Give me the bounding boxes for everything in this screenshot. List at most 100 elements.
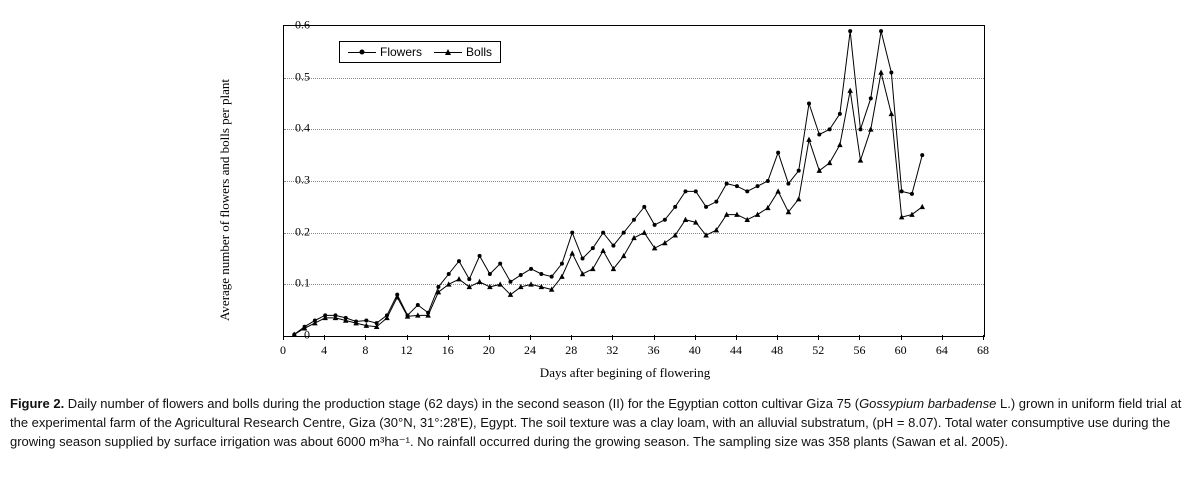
marker-circle (601, 231, 605, 235)
marker-triangle (467, 284, 473, 289)
marker-circle (498, 262, 502, 266)
xtick-label: 32 (606, 343, 618, 358)
legend-item-bolls: Bolls (434, 45, 492, 59)
marker-circle (869, 96, 873, 100)
marker-circle (694, 189, 698, 193)
marker-triangle (744, 217, 750, 222)
caption-species: Gossypium barbadense (859, 396, 996, 411)
marker-triangle (878, 70, 884, 75)
marker-triangle (806, 137, 812, 142)
marker-circle (622, 231, 626, 235)
marker-triangle (683, 217, 689, 222)
marker-circle (416, 303, 420, 307)
marker-circle (488, 272, 492, 276)
y-axis-label: Average number of flowers and bolls per … (217, 79, 233, 321)
marker-circle (539, 272, 543, 276)
marker-triangle (580, 271, 586, 276)
marker-circle (508, 280, 512, 284)
marker-circle (611, 244, 615, 248)
marker-circle (673, 205, 677, 209)
marker-triangle (642, 230, 648, 235)
legend-label-bolls: Bolls (466, 45, 492, 59)
marker-circle (478, 254, 482, 258)
xtick-label: 16 (442, 343, 454, 358)
marker-circle (714, 200, 718, 204)
caption-text-1: Daily number of flowers and bolls during… (64, 396, 859, 411)
marker-circle (519, 273, 523, 277)
marker-circle (756, 184, 760, 188)
marker-circle (447, 272, 451, 276)
marker-triangle (662, 240, 668, 245)
marker-circle (663, 218, 667, 222)
xtick-label: 24 (524, 343, 536, 358)
marker-circle (570, 231, 574, 235)
legend: Flowers Bolls (339, 41, 501, 63)
xtick-label: 64 (936, 343, 948, 358)
marker-triangle (446, 281, 452, 286)
marker-triangle (477, 279, 483, 284)
marker-triangle (909, 212, 915, 217)
marker-triangle (755, 212, 761, 217)
marker-circle (920, 153, 924, 157)
marker-triangle (590, 266, 596, 271)
marker-triangle (796, 196, 802, 201)
xtick-label: 44 (730, 343, 742, 358)
marker-triangle (837, 142, 843, 147)
marker-triangle (631, 235, 637, 240)
marker-circle (581, 257, 585, 261)
marker-circle (642, 205, 646, 209)
triangle-icon (445, 49, 451, 55)
marker-circle (889, 71, 893, 75)
marker-circle (683, 189, 687, 193)
marker-triangle (868, 126, 874, 131)
marker-circle (632, 218, 636, 222)
marker-triangle (858, 157, 864, 162)
marker-circle (725, 182, 729, 186)
legend-label-flowers: Flowers (380, 45, 422, 59)
marker-circle (591, 246, 595, 250)
legend-line-flowers (348, 52, 376, 53)
xtick-label: 40 (689, 343, 701, 358)
xtick-label: 52 (812, 343, 824, 358)
marker-circle (745, 189, 749, 193)
legend-item-flowers: Flowers (348, 45, 422, 59)
marker-circle (550, 275, 554, 279)
marker-circle (910, 192, 914, 196)
marker-circle (735, 184, 739, 188)
marker-triangle (817, 168, 823, 173)
figure-caption: Figure 2. Daily number of flowers and bo… (10, 395, 1182, 452)
marker-circle (529, 267, 533, 271)
marker-circle (858, 127, 862, 131)
xtick-label: 48 (771, 343, 783, 358)
xtick-label: 8 (362, 343, 368, 358)
circle-icon (360, 50, 365, 55)
marker-triangle (600, 248, 606, 253)
marker-triangle (775, 188, 781, 193)
legend-line-bolls (434, 52, 462, 53)
marker-circle (776, 151, 780, 155)
marker-circle (653, 223, 657, 227)
marker-circle (560, 262, 564, 266)
marker-circle (807, 102, 811, 106)
xtick-label: 68 (977, 343, 989, 358)
marker-triangle (497, 281, 503, 286)
series-line-flowers (294, 31, 922, 334)
marker-circle (364, 319, 368, 323)
x-axis-label: Days after begining of flowering (540, 365, 710, 381)
xtick-label: 0 (280, 343, 286, 358)
marker-triangle (827, 160, 833, 165)
marker-circle (436, 285, 440, 289)
marker-triangle (528, 281, 534, 286)
marker-triangle (569, 250, 575, 255)
marker-circle (900, 189, 904, 193)
marker-circle (879, 29, 883, 33)
xtick-label: 56 (853, 343, 865, 358)
series-line-bolls (294, 73, 922, 335)
marker-circle (766, 179, 770, 183)
marker-circle (828, 127, 832, 131)
series-svg (284, 26, 984, 336)
marker-circle (797, 169, 801, 173)
xtick-label: 36 (648, 343, 660, 358)
plot-area: Flowers Bolls (283, 25, 985, 337)
chart-container: Average number of flowers and bolls per … (235, 15, 1015, 385)
